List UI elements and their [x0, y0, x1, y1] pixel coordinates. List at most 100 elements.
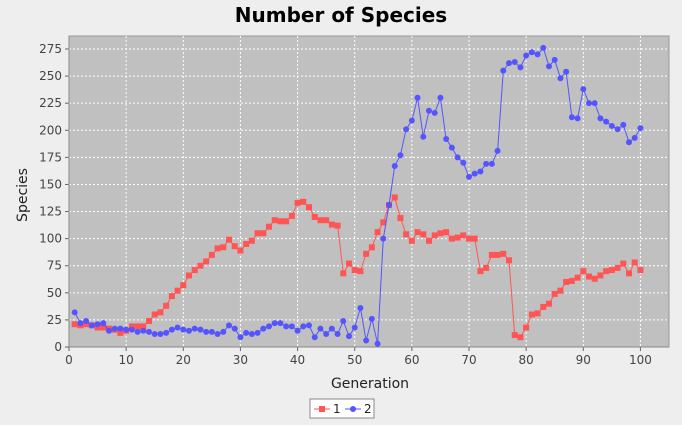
series-1-point [260, 230, 267, 237]
x-tick-label: 70 [461, 353, 476, 367]
y-axis-label: Species [15, 168, 31, 222]
series-2-point [283, 323, 290, 330]
series-1-point [523, 324, 530, 331]
y-tick-label: 0 [54, 340, 62, 354]
series-2-point [203, 328, 210, 335]
series-1-point [157, 309, 164, 316]
series-2-point [380, 235, 387, 242]
series-1-point [140, 323, 147, 330]
series-2-point [163, 329, 170, 336]
series-2-point [386, 202, 392, 209]
series-1-point [226, 236, 232, 243]
y-tick-label: 175 [39, 150, 62, 164]
axes: 0 10 20 30 40 50 60 70 80 90 100 0 25 50 75 100 125 150 17… [39, 36, 669, 367]
series-2-point [214, 330, 221, 337]
series-1-point [248, 237, 255, 244]
series-2-point [277, 320, 284, 327]
series-1-point [186, 272, 192, 279]
series-1-point [237, 247, 244, 254]
x-tick-label: 10 [119, 353, 134, 367]
series-1-point [163, 302, 170, 309]
series-2-point [128, 326, 135, 333]
x-tick-label: 80 [519, 353, 534, 367]
series-2-point [106, 327, 112, 334]
series-1-point [471, 235, 478, 242]
series-1-point [528, 311, 535, 318]
x-tick-label: 40 [290, 353, 305, 367]
series-1-point [448, 235, 455, 242]
series-2-point [488, 160, 495, 167]
series-1-point [168, 293, 175, 300]
series-1-point [94, 324, 101, 331]
series-1-point [300, 198, 307, 205]
y-tick-label: 200 [39, 123, 62, 137]
series-2-point [208, 328, 215, 335]
series-2-point [631, 134, 638, 141]
series-1-point [128, 323, 135, 330]
series-1-point [626, 270, 632, 277]
series-2-point [294, 327, 301, 334]
x-tick-label: 0 [65, 353, 73, 367]
series-2-point [403, 126, 410, 133]
series-2-point [288, 323, 295, 330]
series-1-point [534, 310, 541, 317]
series-1-point [488, 251, 495, 258]
series-2-point [471, 170, 478, 177]
series-1-point [174, 287, 181, 294]
series-2-point [231, 325, 238, 332]
series-2-point [111, 325, 118, 332]
series-2-point [523, 52, 530, 59]
series-2-point [300, 323, 307, 330]
series-1-point [420, 231, 427, 238]
series-2-point [494, 147, 501, 154]
y-tick-label: 50 [47, 286, 62, 300]
series-2-point [100, 320, 107, 327]
series-1-point [500, 250, 507, 257]
series-1-point [100, 324, 107, 331]
series-1-point [403, 231, 410, 238]
series-2-point [454, 154, 461, 161]
series-2-point [517, 64, 524, 71]
series-2-point [568, 114, 575, 121]
series-1-point [408, 237, 415, 244]
series-2-point [88, 322, 95, 329]
series-1-point [363, 250, 370, 257]
series-1-point [117, 329, 124, 336]
series-2-point [77, 320, 84, 327]
series-1-point [288, 212, 295, 219]
series-2-point [437, 94, 444, 101]
series-2-point [546, 63, 552, 70]
series-2-point [397, 152, 404, 159]
series-1-point [580, 268, 587, 275]
plot-area [68, 35, 670, 348]
series-1-point [283, 218, 290, 225]
series-1-point [391, 194, 398, 201]
series-2-point [357, 304, 364, 311]
series-2-point [557, 75, 564, 82]
series-1-point [346, 260, 352, 267]
series-2-point [448, 144, 455, 151]
legend-label-1: 1 [333, 402, 341, 416]
series-1-point [277, 218, 284, 225]
series-1-point [340, 270, 347, 277]
series-2-point [266, 323, 272, 330]
legend-label-2: 2 [364, 402, 372, 416]
series-1-point [311, 213, 318, 220]
series-1-point [357, 268, 364, 275]
series-2-point [483, 160, 490, 167]
series-1-point [368, 244, 375, 251]
series-2-point [591, 100, 598, 107]
legend-marker-2 [350, 406, 356, 412]
series-2-point [197, 326, 204, 333]
series-2-point [323, 330, 330, 337]
y-tick-label: 150 [39, 177, 62, 191]
series-2-point [271, 320, 278, 327]
series-1-point [203, 258, 210, 265]
series-2-point [414, 94, 421, 101]
legend-box [309, 398, 375, 419]
series-2-point [580, 86, 587, 93]
series-1-point [414, 229, 421, 236]
series-1-point [603, 268, 610, 275]
series-1-point [466, 235, 472, 242]
